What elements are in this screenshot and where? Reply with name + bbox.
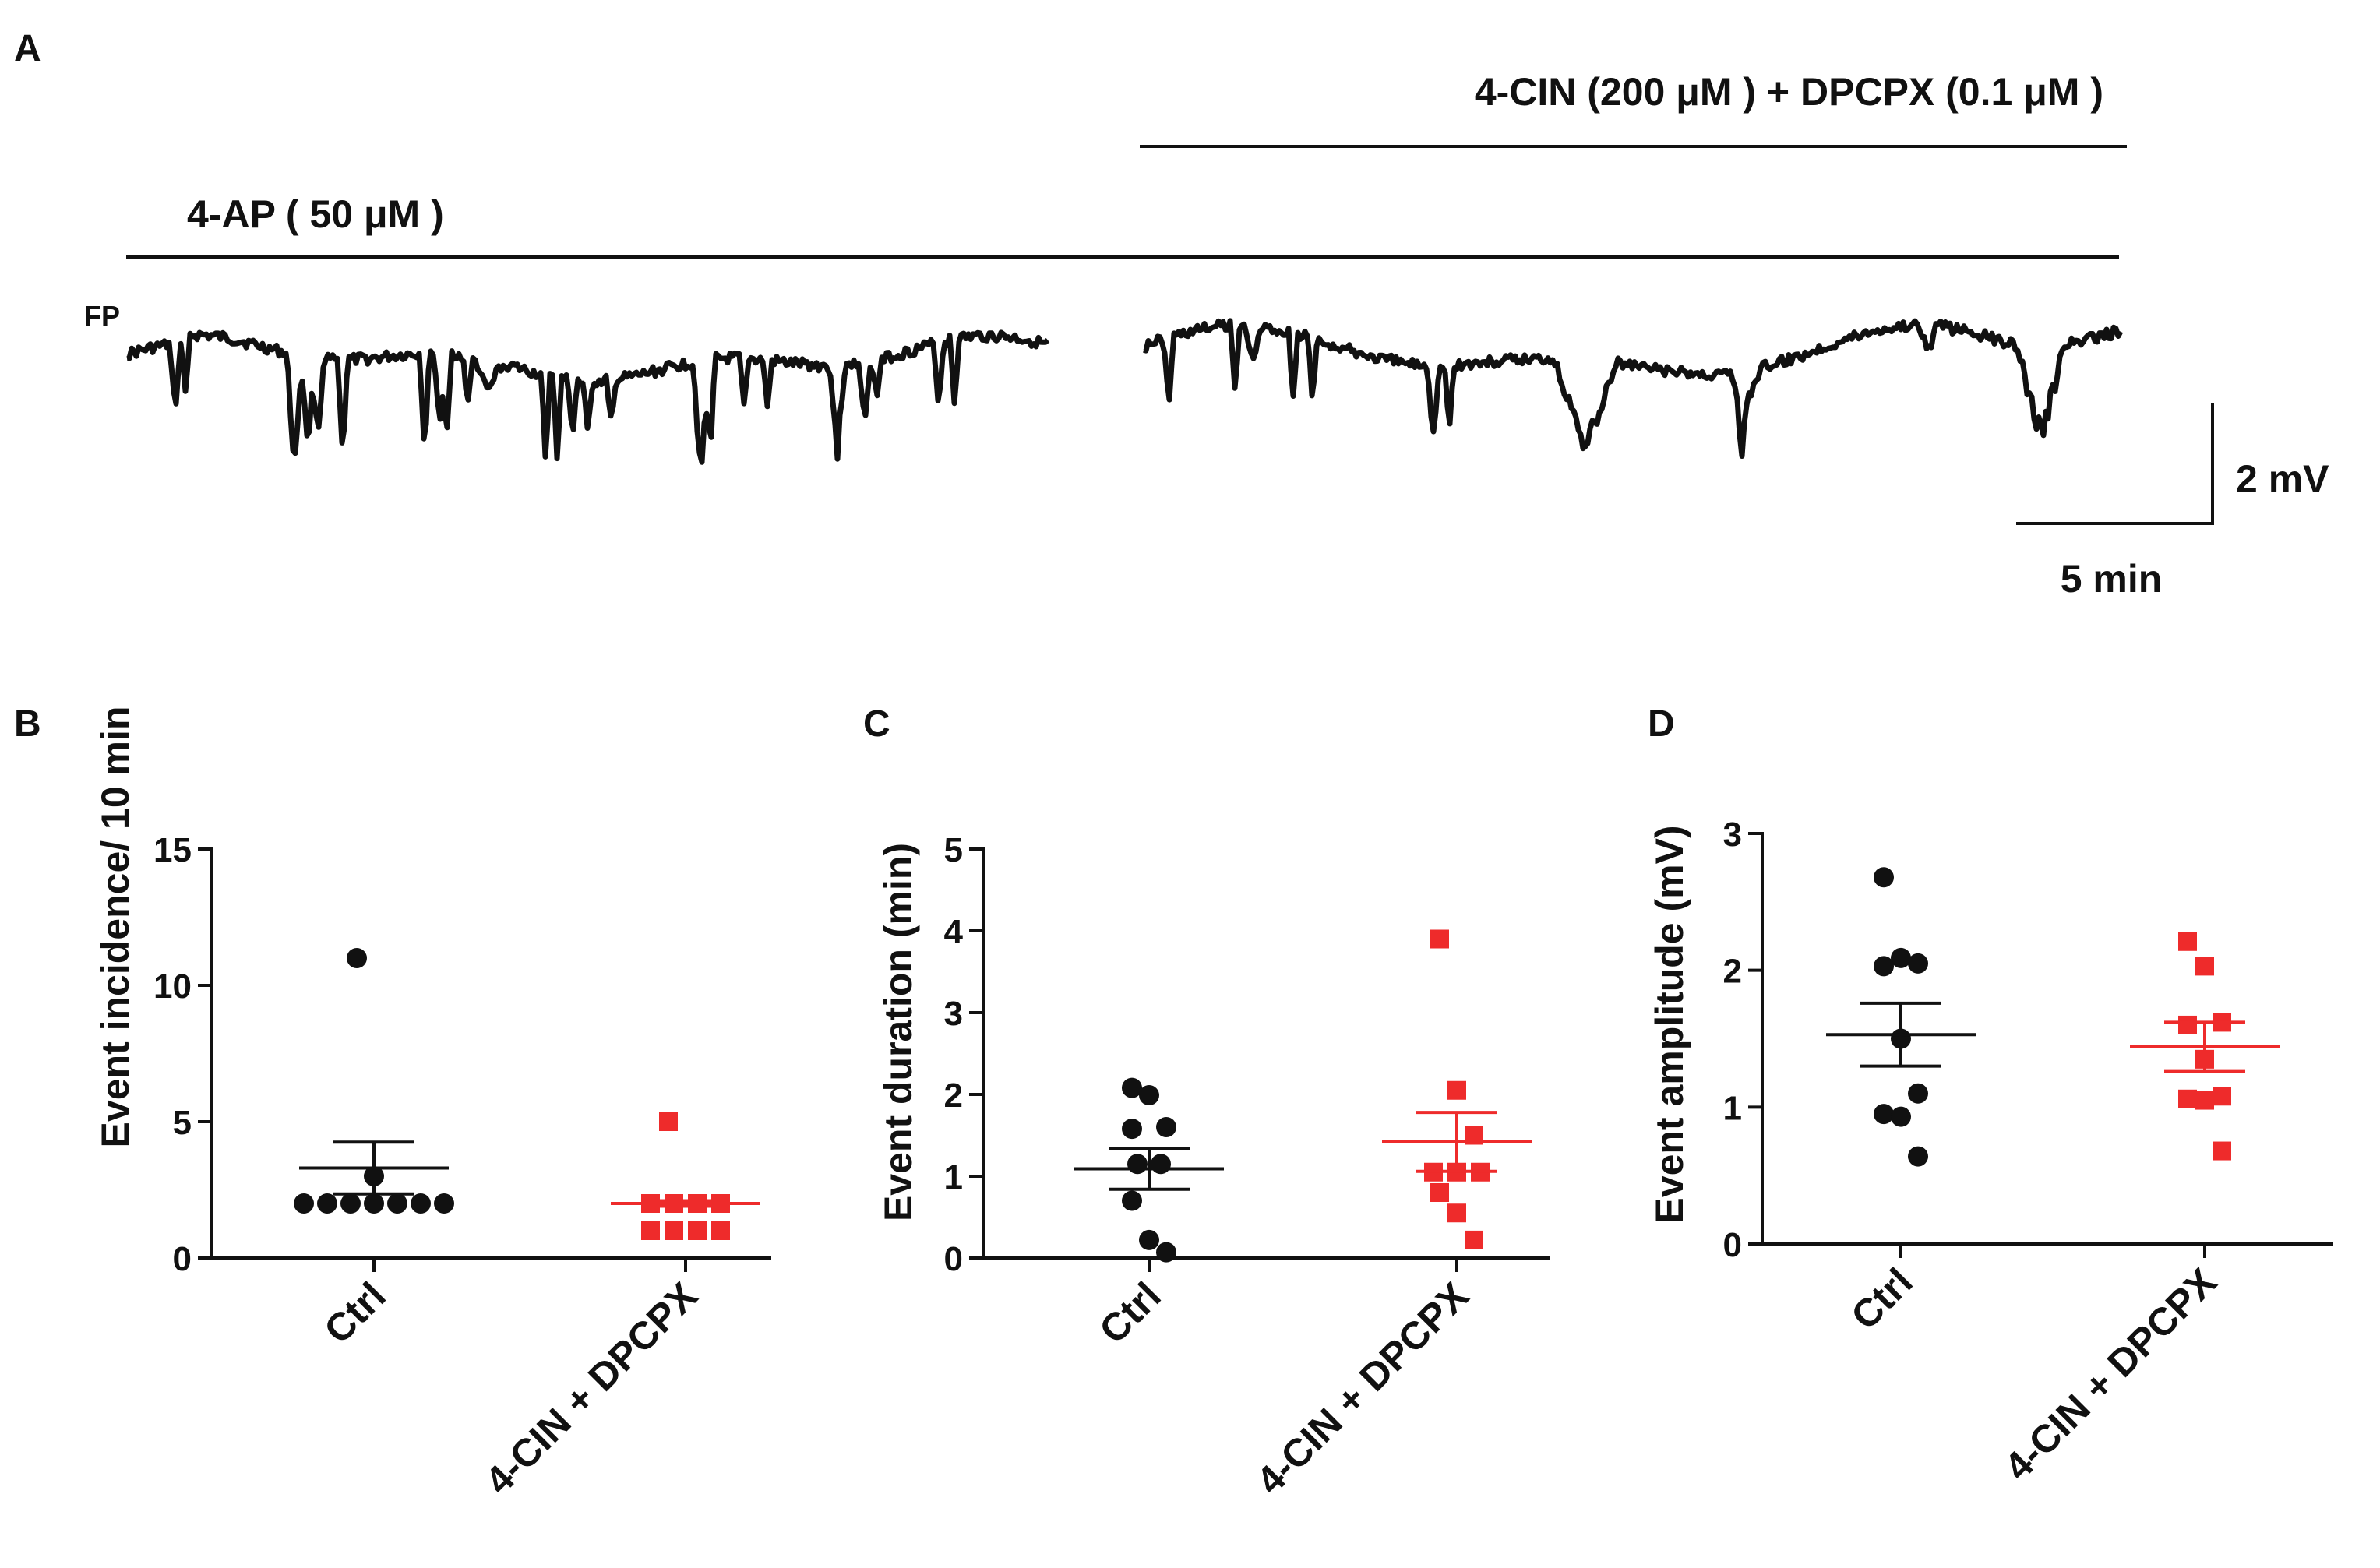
panel-c-y-ticks: 0 1 2 3 4 5 [944, 831, 983, 1278]
ctrl-data-point [1122, 1119, 1142, 1140]
y-tick-label: 0 [944, 1240, 963, 1278]
treatment-data-point [711, 1221, 730, 1240]
ctrl-data-point [1891, 1106, 1911, 1127]
y-tick-label: 5 [944, 831, 963, 869]
fp-trace-label: FP [84, 300, 120, 332]
ctrl-data-point [1156, 1242, 1176, 1263]
ctrl-data-point [1908, 1146, 1928, 1167]
treatment-data-point [665, 1221, 683, 1240]
panel-b-mean-sem [299, 1140, 760, 1208]
treatment-data-point [1447, 1080, 1466, 1100]
ctrl-data-point [1122, 1190, 1142, 1211]
panel-c-y-axis-label: Event duration (min) [876, 843, 920, 1221]
panel-d-letter: D [1648, 703, 1675, 745]
x-tick-label: Ctrl [316, 1274, 393, 1351]
treatment-data-point [1430, 929, 1449, 949]
treatment-data-point [688, 1221, 707, 1240]
scale-voltage-label: 2 mV [2236, 457, 2329, 501]
y-tick-label: 15 [153, 831, 192, 869]
ctrl-data-point [1151, 1154, 1171, 1175]
panel-d-points [1874, 867, 2231, 1167]
y-tick-label: 0 [173, 1240, 192, 1278]
x-tick-label: Ctrl [1091, 1274, 1169, 1351]
fp-trace-4ap [126, 329, 1050, 465]
ctrl-data-point [294, 1193, 314, 1214]
x-tick-label: 4-CIN + DPCPX [1248, 1274, 1477, 1503]
panel-b-y-axis-label: Event incidence/ 10 min [93, 706, 137, 1148]
treatment-data-point [2213, 1087, 2231, 1106]
y-tick-label: 0 [1723, 1226, 1742, 1264]
panel-d: D Event amplitude (mV) 0 1 2 3 Ctrl 4-CIN + … [1648, 703, 2333, 1489]
x-tick-label: 4-CIN + DPCPX [1996, 1260, 2225, 1489]
panel-b-y-ticks: 0 5 10 15 [153, 831, 212, 1278]
ctrl-data-point [1127, 1154, 1148, 1175]
panel-c-letter: C [863, 703, 890, 745]
ctrl-data-point [1122, 1077, 1142, 1098]
panel-d-y-axis-label: Event amplitude (mV) [1648, 825, 1691, 1223]
panel-c-mean-sem [1074, 1111, 1532, 1191]
ctrl-data-point [364, 1193, 384, 1214]
scale-time-label: 5 min [2061, 557, 2163, 601]
ctrl-data-point [434, 1193, 454, 1214]
panel-c: C Event duration (min) 0 1 2 3 4 5 Ctrl 4-CIN … [863, 703, 1550, 1503]
panel-b-points [294, 948, 730, 1240]
y-tick-label: 5 [173, 1104, 192, 1142]
y-tick-label: 3 [1723, 816, 1742, 854]
panel-d-x-ticks: Ctrl 4-CIN + DPCPX [1842, 1244, 2225, 1489]
y-tick-label: 1 [944, 1158, 963, 1196]
panel-d-y-ticks: 0 1 2 3 [1723, 816, 1762, 1264]
treatment-data-point [1430, 1183, 1449, 1202]
treatment-data-point [2178, 1089, 2197, 1108]
y-tick-label: 4 [944, 913, 964, 951]
ctrl-data-point [411, 1193, 431, 1214]
y-tick-label: 2 [944, 1076, 963, 1115]
ctrl-data-point [347, 948, 367, 968]
x-tick-label: Ctrl [1842, 1260, 1920, 1337]
scale-bar: 2 mV 5 min [2016, 403, 2329, 601]
ctrl-data-point [1139, 1229, 1159, 1250]
ctrl-data-point [340, 1193, 361, 1214]
ctrl-data-point [1908, 953, 1928, 974]
y-tick-label: 3 [944, 995, 963, 1033]
panel-b-letter: B [14, 703, 41, 745]
treatment-data-point [2178, 932, 2197, 951]
x-tick-label: 4-CIN + DPCPX [477, 1274, 706, 1503]
panel-a-letter: A [14, 28, 41, 69]
treatment-label: 4-CIN (200 μM ) + DPCPX (0.1 μM ) [1475, 70, 2103, 114]
y-tick-label: 1 [1723, 1089, 1742, 1127]
treatment-data-point [641, 1221, 660, 1240]
panel-d-mean-sem [1826, 1001, 2280, 1073]
panel-c-points [1122, 929, 1490, 1263]
y-tick-label: 10 [153, 967, 192, 1006]
panel-a: A 4-CIN (200 μM ) + DPCPX (0.1 μM ) 4-AP… [14, 28, 2329, 601]
ctrl-data-point [317, 1193, 337, 1214]
ctrl-data-point [387, 1193, 407, 1214]
ctrl-data-point [1891, 947, 1911, 968]
ctrl-data-point [1139, 1085, 1159, 1106]
treatment-data-point [1465, 1230, 1483, 1249]
ctrl-data-point [1874, 1104, 1894, 1125]
panel-b: B Event incidence/ 10 min 0 5 10 15 Ctrl 4-C… [14, 703, 771, 1503]
treatment-data-point [2195, 957, 2214, 976]
panel-c-x-ticks: Ctrl 4-CIN + DPCPX [1091, 1258, 1477, 1503]
ctrl-data-point [1908, 1083, 1928, 1104]
treatment-data-point [2178, 1015, 2197, 1034]
ctrl-data-point [1874, 867, 1894, 888]
treatment-data-point [2213, 1141, 2231, 1161]
treatment-data-point [1447, 1203, 1466, 1223]
ctrl-data-point [1874, 956, 1894, 977]
4ap-label: 4-AP ( 50 μM ) [187, 192, 444, 236]
ctrl-data-point [1156, 1117, 1176, 1137]
fp-trace-treatment [1143, 318, 2124, 459]
treatment-data-point [659, 1112, 678, 1131]
y-tick-label: 2 [1723, 953, 1742, 991]
panel-b-x-ticks: Ctrl 4-CIN + DPCPX [316, 1258, 706, 1503]
treatment-data-point [2195, 1091, 2214, 1110]
